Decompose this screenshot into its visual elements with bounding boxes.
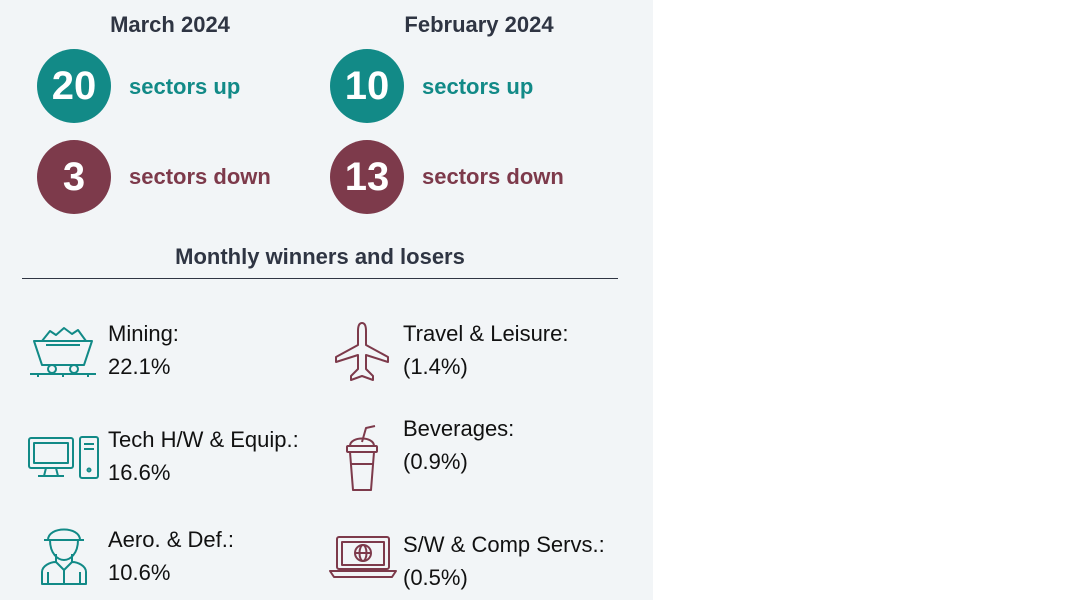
loser-name: Travel & Leisure: [403,321,569,346]
section-divider [22,278,618,279]
winner-name: Tech H/W & Equip.: [108,427,299,452]
winner-item-tech: Tech H/W & Equip.: 16.6% [108,423,299,489]
down-count-badge-february: 13 [330,140,404,214]
sectors-up-label-march: sectors up [129,74,241,99]
sectors-up-label-february: sectors up [422,74,534,99]
loser-item-travel: Travel & Leisure: (1.4%) [403,317,568,383]
up-count-badge-february: 10 [330,49,404,123]
soldier-icon [41,528,87,585]
loser-name: S/W & Comp Servs.: [403,532,605,557]
loser-item-beverages: Beverages: (0.9%) [403,412,514,478]
month-title-february: February 2024 [404,12,554,37]
loser-item-software: S/W & Comp Servs.: (0.5%) [403,528,605,594]
winner-item-mining: Mining: 22.1% [108,317,179,383]
loser-value: (1.4%) [403,354,468,379]
mine-cart-icon [30,327,96,377]
loser-name: Beverages: [403,416,515,441]
summary-panel: March 2024 20 sectors up 3 sectors down … [0,0,653,600]
winner-value: 10.6% [108,560,171,585]
blank-area [653,0,1088,600]
airplane-icon [335,322,389,381]
month-title-march: March 2024 [110,12,230,37]
winner-item-aero: Aero. & Def.: 10.6% [108,523,234,589]
winner-value: 22.1% [108,354,171,379]
laptop-globe-icon [329,536,397,578]
winner-name: Aero. & Def.: [108,527,234,552]
sectors-down-label-february: sectors down [422,164,564,189]
winner-value: 16.6% [108,460,171,485]
drink-cup-icon [346,425,378,491]
section-title: Monthly winners and losers [175,244,465,269]
desktop-computer-icon [28,436,99,479]
loser-value: (0.5%) [403,565,468,590]
sectors-down-label-march: sectors down [129,164,271,189]
down-count-badge-march: 3 [37,140,111,214]
winner-name: Mining: [108,321,179,346]
up-count-badge-march: 20 [37,49,111,123]
loser-value: (0.9%) [403,449,468,474]
